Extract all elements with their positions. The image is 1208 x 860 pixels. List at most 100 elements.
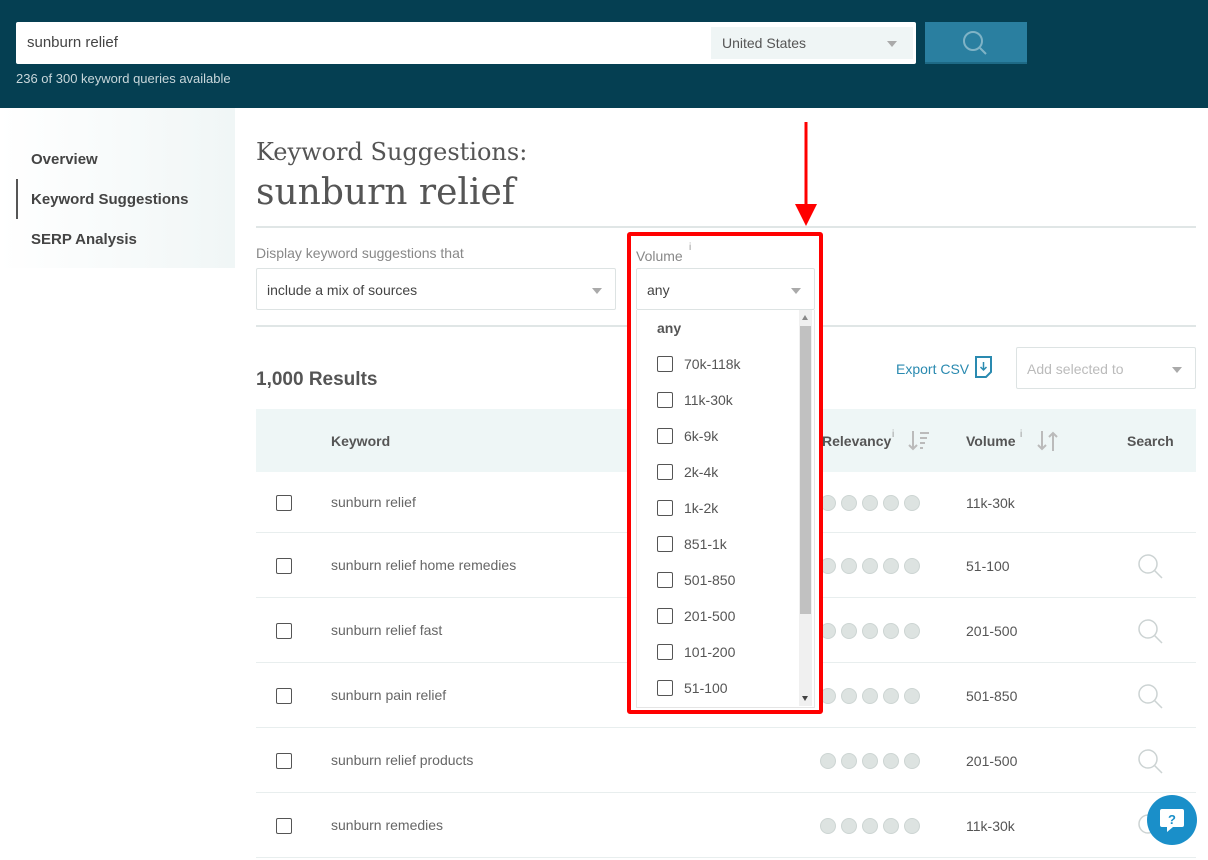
relevancy-dot xyxy=(820,818,836,834)
scrollbar[interactable] xyxy=(799,310,812,706)
volume-cell: 51-100 xyxy=(966,558,1010,574)
relevancy-dot xyxy=(904,623,920,639)
row-checkbox[interactable] xyxy=(276,558,292,574)
relevancy-dot xyxy=(841,688,857,704)
option-checkbox[interactable] xyxy=(657,644,673,660)
option-label: 851-1k xyxy=(684,536,727,552)
relevancy-dot xyxy=(883,495,899,511)
sidebar: Overview Keyword Suggestions SERP Analys… xyxy=(0,108,235,268)
scroll-up-icon[interactable] xyxy=(802,315,808,320)
relevancy-dot xyxy=(904,818,920,834)
sidebar-item-serp-analysis[interactable]: SERP Analysis xyxy=(31,231,137,248)
relevancy-dot xyxy=(904,558,920,574)
divider xyxy=(256,226,1196,228)
keyword-cell: sunburn relief xyxy=(331,494,416,510)
info-icon[interactable]: i xyxy=(1020,429,1023,440)
country-select[interactable]: United States xyxy=(711,27,913,59)
export-csv-button[interactable]: Export CSV xyxy=(896,356,992,378)
option-label: 201-500 xyxy=(684,608,736,624)
keyword-cell: sunburn remedies xyxy=(331,817,444,833)
keyword-cell: sunburn relief fast xyxy=(331,622,443,638)
column-volume[interactable]: Volume xyxy=(966,433,1016,449)
filter-label: Display keyword suggestions that xyxy=(256,245,464,261)
relevancy-dot xyxy=(841,495,857,511)
chevron-down-icon xyxy=(791,288,801,294)
option-checkbox[interactable] xyxy=(657,536,673,552)
queries-available: 236 of 300 keyword queries available xyxy=(16,71,231,86)
volume-cell: 201-500 xyxy=(966,753,1018,769)
search-icon[interactable] xyxy=(1136,682,1166,712)
option-checkbox[interactable] xyxy=(657,428,673,444)
keyword-cell: sunburn relief products xyxy=(331,752,474,768)
search-query: sunburn relief xyxy=(27,34,118,51)
help-chat-icon: ? xyxy=(1160,809,1184,832)
row-checkbox[interactable] xyxy=(276,818,292,834)
keyword-search-input[interactable]: sunburn relief United States xyxy=(16,22,916,64)
search-icon xyxy=(963,31,987,55)
sidebar-item-overview[interactable]: Overview xyxy=(31,151,98,168)
relevancy-dot xyxy=(841,623,857,639)
relevancy-dots xyxy=(820,623,920,639)
keyword-cell: sunburn relief home remedies xyxy=(331,557,517,573)
relevancy-dots xyxy=(820,688,920,704)
svg-text:?: ? xyxy=(1168,812,1176,827)
option-checkbox[interactable] xyxy=(657,392,673,408)
volume-filter-highlight: Volume i any any 70k-118k 11k-30k 6k-9k 2k-… xyxy=(627,232,823,714)
relevancy-dot xyxy=(862,818,878,834)
option-label: 101-200 xyxy=(684,644,736,660)
row-checkbox[interactable] xyxy=(276,495,292,511)
chevron-down-icon xyxy=(592,288,602,294)
volume-options-list: any 70k-118k 11k-30k 6k-9k 2k-4k 1k-2k 851-1k… xyxy=(636,310,815,708)
relevancy-dot xyxy=(841,818,857,834)
source-filter-select[interactable]: include a mix of sources xyxy=(256,268,616,310)
search-icon[interactable] xyxy=(1136,617,1166,647)
row-checkbox[interactable] xyxy=(276,753,292,769)
scrollbar-thumb[interactable] xyxy=(800,326,811,614)
row-checkbox[interactable] xyxy=(276,688,292,704)
info-icon[interactable]: i xyxy=(892,429,895,440)
search-button[interactable] xyxy=(925,22,1027,64)
active-indicator xyxy=(16,179,18,219)
relevancy-dot xyxy=(904,688,920,704)
row-checkbox[interactable] xyxy=(276,623,292,639)
option-checkbox[interactable] xyxy=(657,680,673,696)
page-subtitle: Keyword Suggestions: xyxy=(256,138,528,166)
option-label: 6k-9k xyxy=(684,428,719,444)
volume-select[interactable]: any xyxy=(636,268,815,310)
results-count: 1,000 Results xyxy=(256,369,378,390)
option-checkbox[interactable] xyxy=(657,572,673,588)
table-row: sunburn pain relief 501-850 xyxy=(256,663,1196,728)
column-keyword[interactable]: Keyword xyxy=(331,433,391,449)
sort-relevancy-icon[interactable] xyxy=(908,429,932,453)
relevancy-dots xyxy=(820,753,920,769)
option-label: 70k-118k xyxy=(684,356,741,372)
search-icon[interactable] xyxy=(1136,552,1166,582)
volume-cell: 201-500 xyxy=(966,623,1018,639)
relevancy-dot xyxy=(883,623,899,639)
help-button[interactable]: ? xyxy=(1147,795,1197,845)
keyword-cell: sunburn pain relief xyxy=(331,687,447,703)
option-label: 501-850 xyxy=(684,572,736,588)
chevron-down-icon xyxy=(1172,367,1182,373)
option-checkbox[interactable] xyxy=(657,464,673,480)
info-icon[interactable]: i xyxy=(689,242,692,253)
option-any[interactable]: any xyxy=(657,320,682,336)
option-checkbox[interactable] xyxy=(657,500,673,516)
relevancy-dot xyxy=(904,753,920,769)
sort-volume-icon[interactable] xyxy=(1036,429,1060,453)
export-label: Export CSV xyxy=(896,361,970,377)
download-file-icon xyxy=(975,356,992,378)
relevancy-dot xyxy=(820,753,836,769)
page-title: sunburn relief xyxy=(256,172,516,213)
add-selected-to-select[interactable]: Add selected to xyxy=(1016,347,1196,389)
option-label: 2k-4k xyxy=(684,464,719,480)
relevancy-dot xyxy=(904,495,920,511)
scroll-down-icon[interactable] xyxy=(802,696,808,701)
search-icon[interactable] xyxy=(1136,747,1166,777)
option-checkbox[interactable] xyxy=(657,356,673,372)
sidebar-item-keyword-suggestions[interactable]: Keyword Suggestions xyxy=(31,191,189,208)
relevancy-dots xyxy=(820,558,920,574)
option-checkbox[interactable] xyxy=(657,608,673,624)
column-relevancy[interactable]: Relevancy xyxy=(822,433,892,449)
relevancy-dot xyxy=(883,558,899,574)
